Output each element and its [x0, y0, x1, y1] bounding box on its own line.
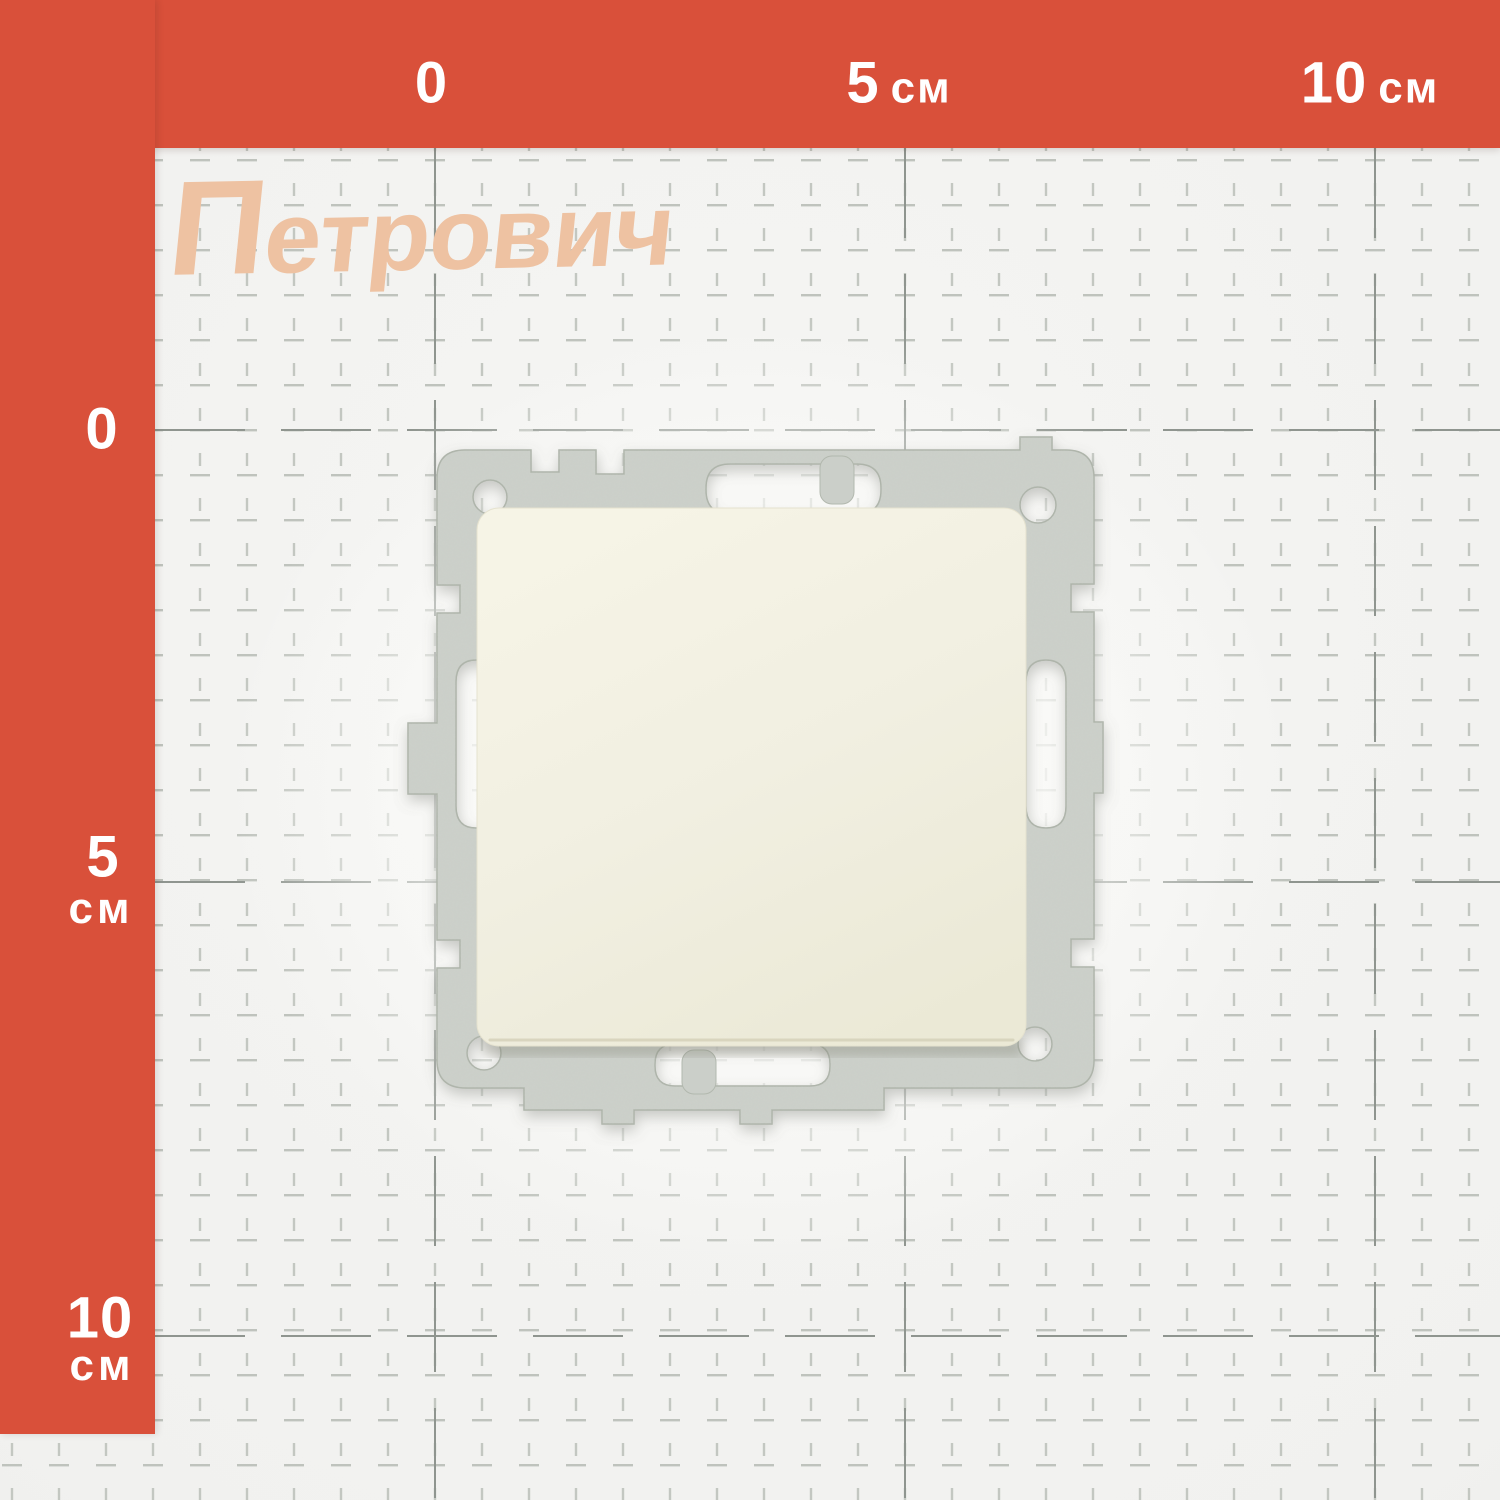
ruler-unit: см — [68, 884, 134, 933]
ruler-band-left: 0 5 см 10 см — [0, 0, 155, 1434]
ruler-unit: см — [890, 63, 952, 113]
ruler-mark-top-0: 0 — [415, 50, 459, 117]
ruler-number: 0 — [414, 50, 449, 116]
ruler-unit: см — [1378, 63, 1440, 113]
ruler-number: 10 — [1300, 50, 1368, 116]
ruler-number: 10 — [66, 1285, 134, 1351]
ruler-number: 5 — [86, 824, 120, 890]
ruler-mark-top-10: 10 см — [1301, 50, 1440, 117]
switch-rocker — [476, 507, 1027, 1047]
ruler-unit: см — [69, 1341, 135, 1390]
ruler-mark-top-5: 5 см — [846, 50, 951, 117]
ruler-band-top: 0 5 см 10 см — [0, 0, 1500, 148]
plate-tab-bottom — [681, 1049, 717, 1095]
plate-tab-top — [819, 455, 855, 505]
ruler-number: 5 — [846, 50, 880, 116]
ruler-number: 0 — [85, 396, 119, 462]
